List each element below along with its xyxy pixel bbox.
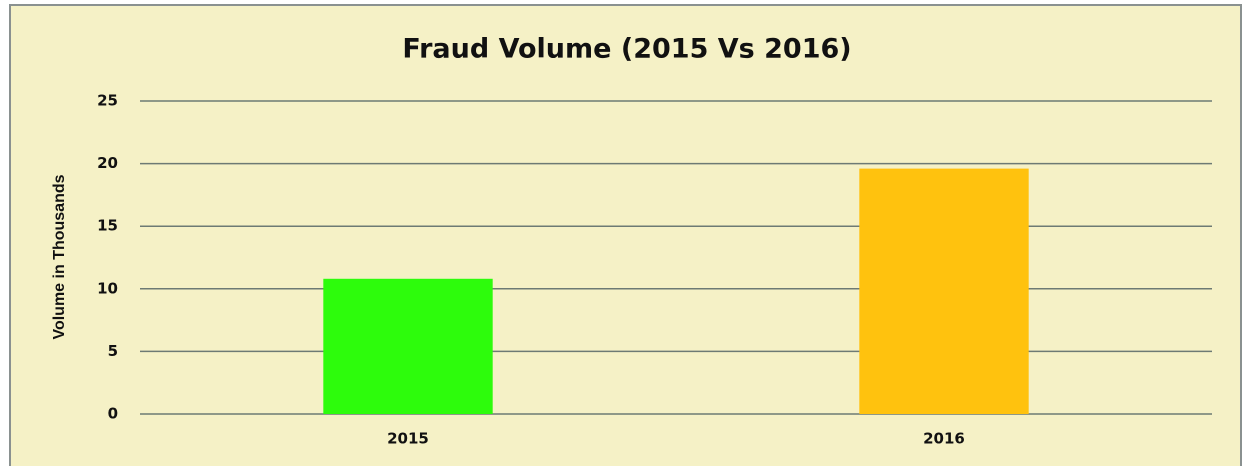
y-tick-label: 15	[97, 217, 118, 235]
y-tick-label: 20	[97, 154, 118, 172]
y-tick-label: 10	[97, 279, 118, 297]
y-tick-label: 0	[108, 405, 118, 423]
x-tick-label: 2016	[923, 430, 965, 448]
y-tick-label: 25	[97, 92, 118, 110]
y-axis-label: Volume in Thousands	[51, 174, 68, 339]
bar	[859, 168, 1029, 414]
x-tick-label: 2015	[387, 430, 429, 448]
chart-background	[9, 4, 1242, 466]
chart-title: Fraud Volume (2015 Vs 2016)	[402, 34, 851, 65]
bar	[323, 278, 493, 414]
y-tick-label: 5	[108, 342, 118, 360]
